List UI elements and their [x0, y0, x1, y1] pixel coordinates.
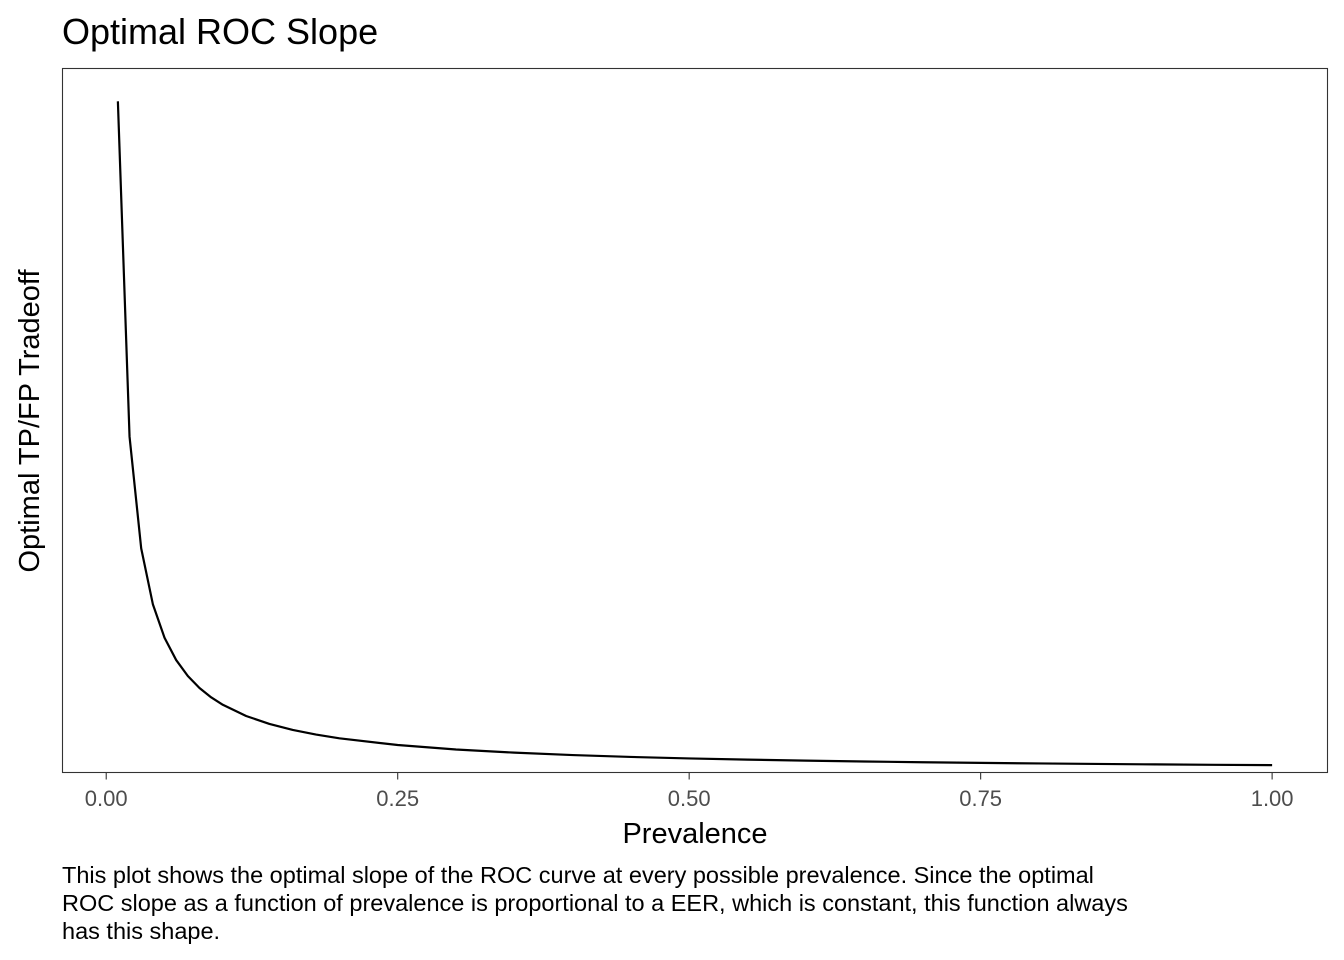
chart-title: Optimal ROC Slope	[62, 11, 378, 52]
x-tick-label: 0.00	[85, 786, 128, 811]
x-tick-label: 0.25	[376, 786, 419, 811]
x-tick-label: 0.50	[668, 786, 711, 811]
chart-caption: This plot shows the optimal slope of the…	[62, 862, 1128, 944]
x-axis-title: Prevalence	[622, 818, 767, 850]
x-axis-ticks: 0.00 0.25 0.50 0.75 1.00	[85, 772, 1294, 811]
plot-panel	[61, 67, 1329, 774]
x-tick-label: 0.75	[959, 786, 1002, 811]
x-tick-label: 1.00	[1251, 786, 1294, 811]
series-line	[116, 101, 1273, 767]
y-axis-title: Optimal TP/FP Tradeoff	[14, 269, 46, 573]
